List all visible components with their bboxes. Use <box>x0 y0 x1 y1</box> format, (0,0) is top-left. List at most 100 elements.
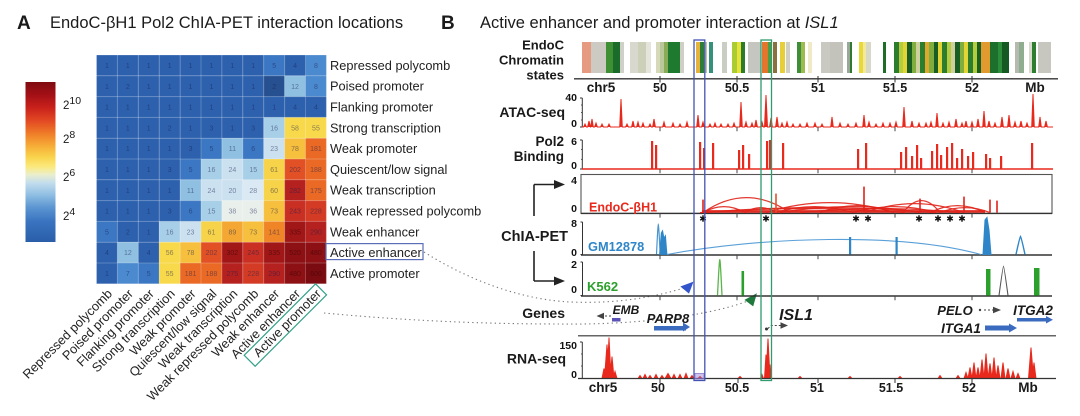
svg-text:1: 1 <box>126 125 130 132</box>
svg-text:4: 4 <box>105 250 109 257</box>
svg-text:51: 51 <box>810 381 824 395</box>
svg-text:335: 335 <box>289 229 301 236</box>
svg-text:Binding: Binding <box>514 149 564 164</box>
svg-text:chr5: chr5 <box>587 80 616 95</box>
svg-text:Weak enhancer: Weak enhancer <box>330 224 420 239</box>
svg-text:0: 0 <box>571 203 577 215</box>
svg-text:58: 58 <box>291 125 299 132</box>
svg-text:50.5: 50.5 <box>725 81 749 95</box>
svg-text:Poised promoter: Poised promoter <box>330 79 425 94</box>
svg-text:1: 1 <box>230 63 234 70</box>
svg-text:228: 228 <box>310 209 322 216</box>
svg-text:EMB: EMB <box>613 303 640 317</box>
svg-text:1: 1 <box>105 188 109 195</box>
svg-text:1: 1 <box>168 146 172 153</box>
svg-text:Weak promoter: Weak promoter <box>330 141 418 156</box>
svg-text:4: 4 <box>293 105 297 112</box>
svg-text:228: 228 <box>247 271 259 278</box>
svg-text:4: 4 <box>147 250 151 257</box>
svg-text:28: 28 <box>249 188 257 195</box>
svg-text:3: 3 <box>251 125 255 132</box>
svg-text:188: 188 <box>310 167 322 174</box>
svg-text:Weak repressed polycomb: Weak repressed polycomb <box>330 204 481 219</box>
svg-text:78: 78 <box>291 146 299 153</box>
svg-text:4: 4 <box>571 175 577 187</box>
svg-text:0: 0 <box>571 284 577 296</box>
svg-text:1: 1 <box>209 105 213 112</box>
svg-text:K562: K562 <box>587 279 618 294</box>
svg-text:Repressed polycomb: Repressed polycomb <box>330 58 450 73</box>
svg-text:282: 282 <box>289 188 301 195</box>
svg-text:1: 1 <box>251 105 255 112</box>
svg-text:60: 60 <box>270 188 278 195</box>
svg-text:4: 4 <box>314 105 318 112</box>
svg-text:1: 1 <box>105 209 109 216</box>
svg-text:PELO: PELO <box>937 303 972 318</box>
svg-text:245: 245 <box>247 250 259 257</box>
svg-text:0: 0 <box>571 247 577 259</box>
svg-text:181: 181 <box>310 146 322 153</box>
svg-text:11: 11 <box>187 188 194 195</box>
svg-text:Strong transcription: Strong transcription <box>330 120 441 135</box>
svg-text:1: 1 <box>105 125 109 132</box>
svg-text:36: 36 <box>249 209 257 216</box>
svg-text:3: 3 <box>168 209 172 216</box>
svg-text:1: 1 <box>230 105 234 112</box>
svg-text:5: 5 <box>209 146 213 153</box>
svg-text:4: 4 <box>293 63 297 70</box>
svg-text:202: 202 <box>206 250 218 257</box>
svg-text:1: 1 <box>105 167 109 174</box>
svg-text:Mb: Mb <box>1018 380 1038 395</box>
svg-text:B: B <box>441 13 455 34</box>
svg-text:1: 1 <box>189 105 193 112</box>
svg-text:Quiescent/low signal: Quiescent/low signal <box>330 162 447 177</box>
svg-text:290: 290 <box>310 229 322 236</box>
svg-text:0: 0 <box>571 160 577 172</box>
svg-text:51.5: 51.5 <box>879 381 903 395</box>
svg-text:188: 188 <box>206 271 218 278</box>
svg-text:40: 40 <box>565 92 577 104</box>
svg-text:480: 480 <box>289 271 301 278</box>
svg-text:6: 6 <box>251 146 255 153</box>
svg-text:RNA-seq: RNA-seq <box>507 351 566 367</box>
svg-text:1: 1 <box>189 125 193 132</box>
svg-text:1: 1 <box>251 63 255 70</box>
svg-text:1: 1 <box>168 105 172 112</box>
svg-text:480: 480 <box>310 250 322 257</box>
svg-text:1: 1 <box>230 125 234 132</box>
svg-text:23: 23 <box>187 229 195 236</box>
svg-text:1: 1 <box>105 271 109 278</box>
svg-text:8: 8 <box>571 218 577 230</box>
svg-text:1: 1 <box>105 146 109 153</box>
svg-text:3: 3 <box>189 146 193 153</box>
svg-text:chr5: chr5 <box>589 380 618 395</box>
svg-text:1: 1 <box>168 188 172 195</box>
svg-text:89: 89 <box>228 229 236 236</box>
svg-text:150: 150 <box>559 340 577 352</box>
svg-text:Chromatin: Chromatin <box>499 53 564 68</box>
svg-text:1: 1 <box>126 167 130 174</box>
svg-text:GM12878: GM12878 <box>588 239 644 254</box>
svg-text:2: 2 <box>168 125 172 132</box>
svg-text:51: 51 <box>811 81 825 95</box>
svg-text:11: 11 <box>229 146 236 153</box>
svg-text:24: 24 <box>208 188 216 195</box>
svg-text:Weak transcription: Weak transcription <box>330 183 436 198</box>
svg-text:55: 55 <box>312 125 320 132</box>
svg-text:states: states <box>526 68 564 83</box>
svg-text:50: 50 <box>653 81 667 95</box>
svg-text:52: 52 <box>965 81 979 95</box>
svg-text:51.5: 51.5 <box>883 81 907 95</box>
svg-text:Active promoter: Active promoter <box>330 266 420 281</box>
svg-text:Active enhancer and promoter i: Active enhancer and promoter interaction… <box>480 14 839 32</box>
svg-text:16: 16 <box>270 125 278 132</box>
svg-text:1: 1 <box>105 63 109 70</box>
svg-text:A: A <box>17 13 31 34</box>
svg-text:73: 73 <box>270 209 278 216</box>
svg-text:15: 15 <box>249 167 257 174</box>
svg-text:PARP8: PARP8 <box>647 311 690 326</box>
svg-text:1: 1 <box>251 84 255 91</box>
svg-text:290: 290 <box>268 271 280 278</box>
svg-text:56: 56 <box>166 250 174 257</box>
svg-text:5: 5 <box>272 63 276 70</box>
